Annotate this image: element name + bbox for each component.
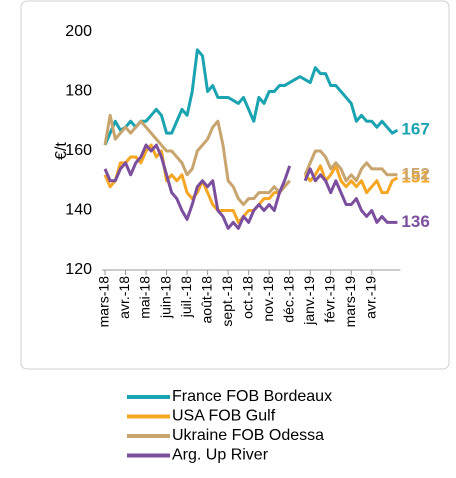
- legend-label: France FOB Bordeaux: [172, 388, 332, 405]
- y-tick-label: 120: [65, 261, 92, 278]
- series-line: [103, 48, 399, 146]
- series-line: [103, 143, 398, 230]
- x-tick-label: avr.-18: [116, 276, 132, 319]
- x-tick-label: févr.-19: [321, 276, 337, 323]
- x-tick-label: oct.-18: [239, 276, 255, 319]
- y-axis-title: €/t: [53, 142, 70, 160]
- end-value-label: 136: [401, 212, 429, 231]
- y-tick-label: 160: [65, 142, 92, 159]
- x-tick-label: janv.-19: [301, 276, 317, 326]
- x-tick-label: déc.-18: [280, 276, 296, 323]
- y-tick-label: 200: [65, 23, 92, 40]
- end-value-label: 167: [401, 120, 429, 139]
- x-tick-label: août-18: [198, 276, 214, 324]
- x-tick-label: mai-18: [137, 276, 153, 319]
- y-tick-label: 140: [65, 202, 92, 219]
- x-tick-label: nov.-18: [260, 276, 276, 322]
- x-tick-label: mars-18: [96, 276, 112, 328]
- end-value-label: 151: [401, 167, 429, 186]
- chart-frame: [20, 0, 450, 370]
- legend-label: Arg. Up River: [172, 447, 269, 464]
- y-tick-label: 180: [65, 83, 92, 100]
- legend-label: USA FOB Gulf: [172, 408, 276, 425]
- end-value-label: 152: [401, 164, 429, 183]
- legend-label: Ukraine FOB Odessa: [172, 427, 324, 444]
- x-tick-label: avr.-19: [362, 276, 378, 319]
- x-tick-label: juil.-18: [178, 276, 194, 318]
- series-line: [103, 113, 398, 207]
- x-tick-label: mars-19: [342, 276, 358, 328]
- x-tick-label: sept.-18: [219, 276, 235, 327]
- x-tick-label: juin-18: [157, 276, 173, 319]
